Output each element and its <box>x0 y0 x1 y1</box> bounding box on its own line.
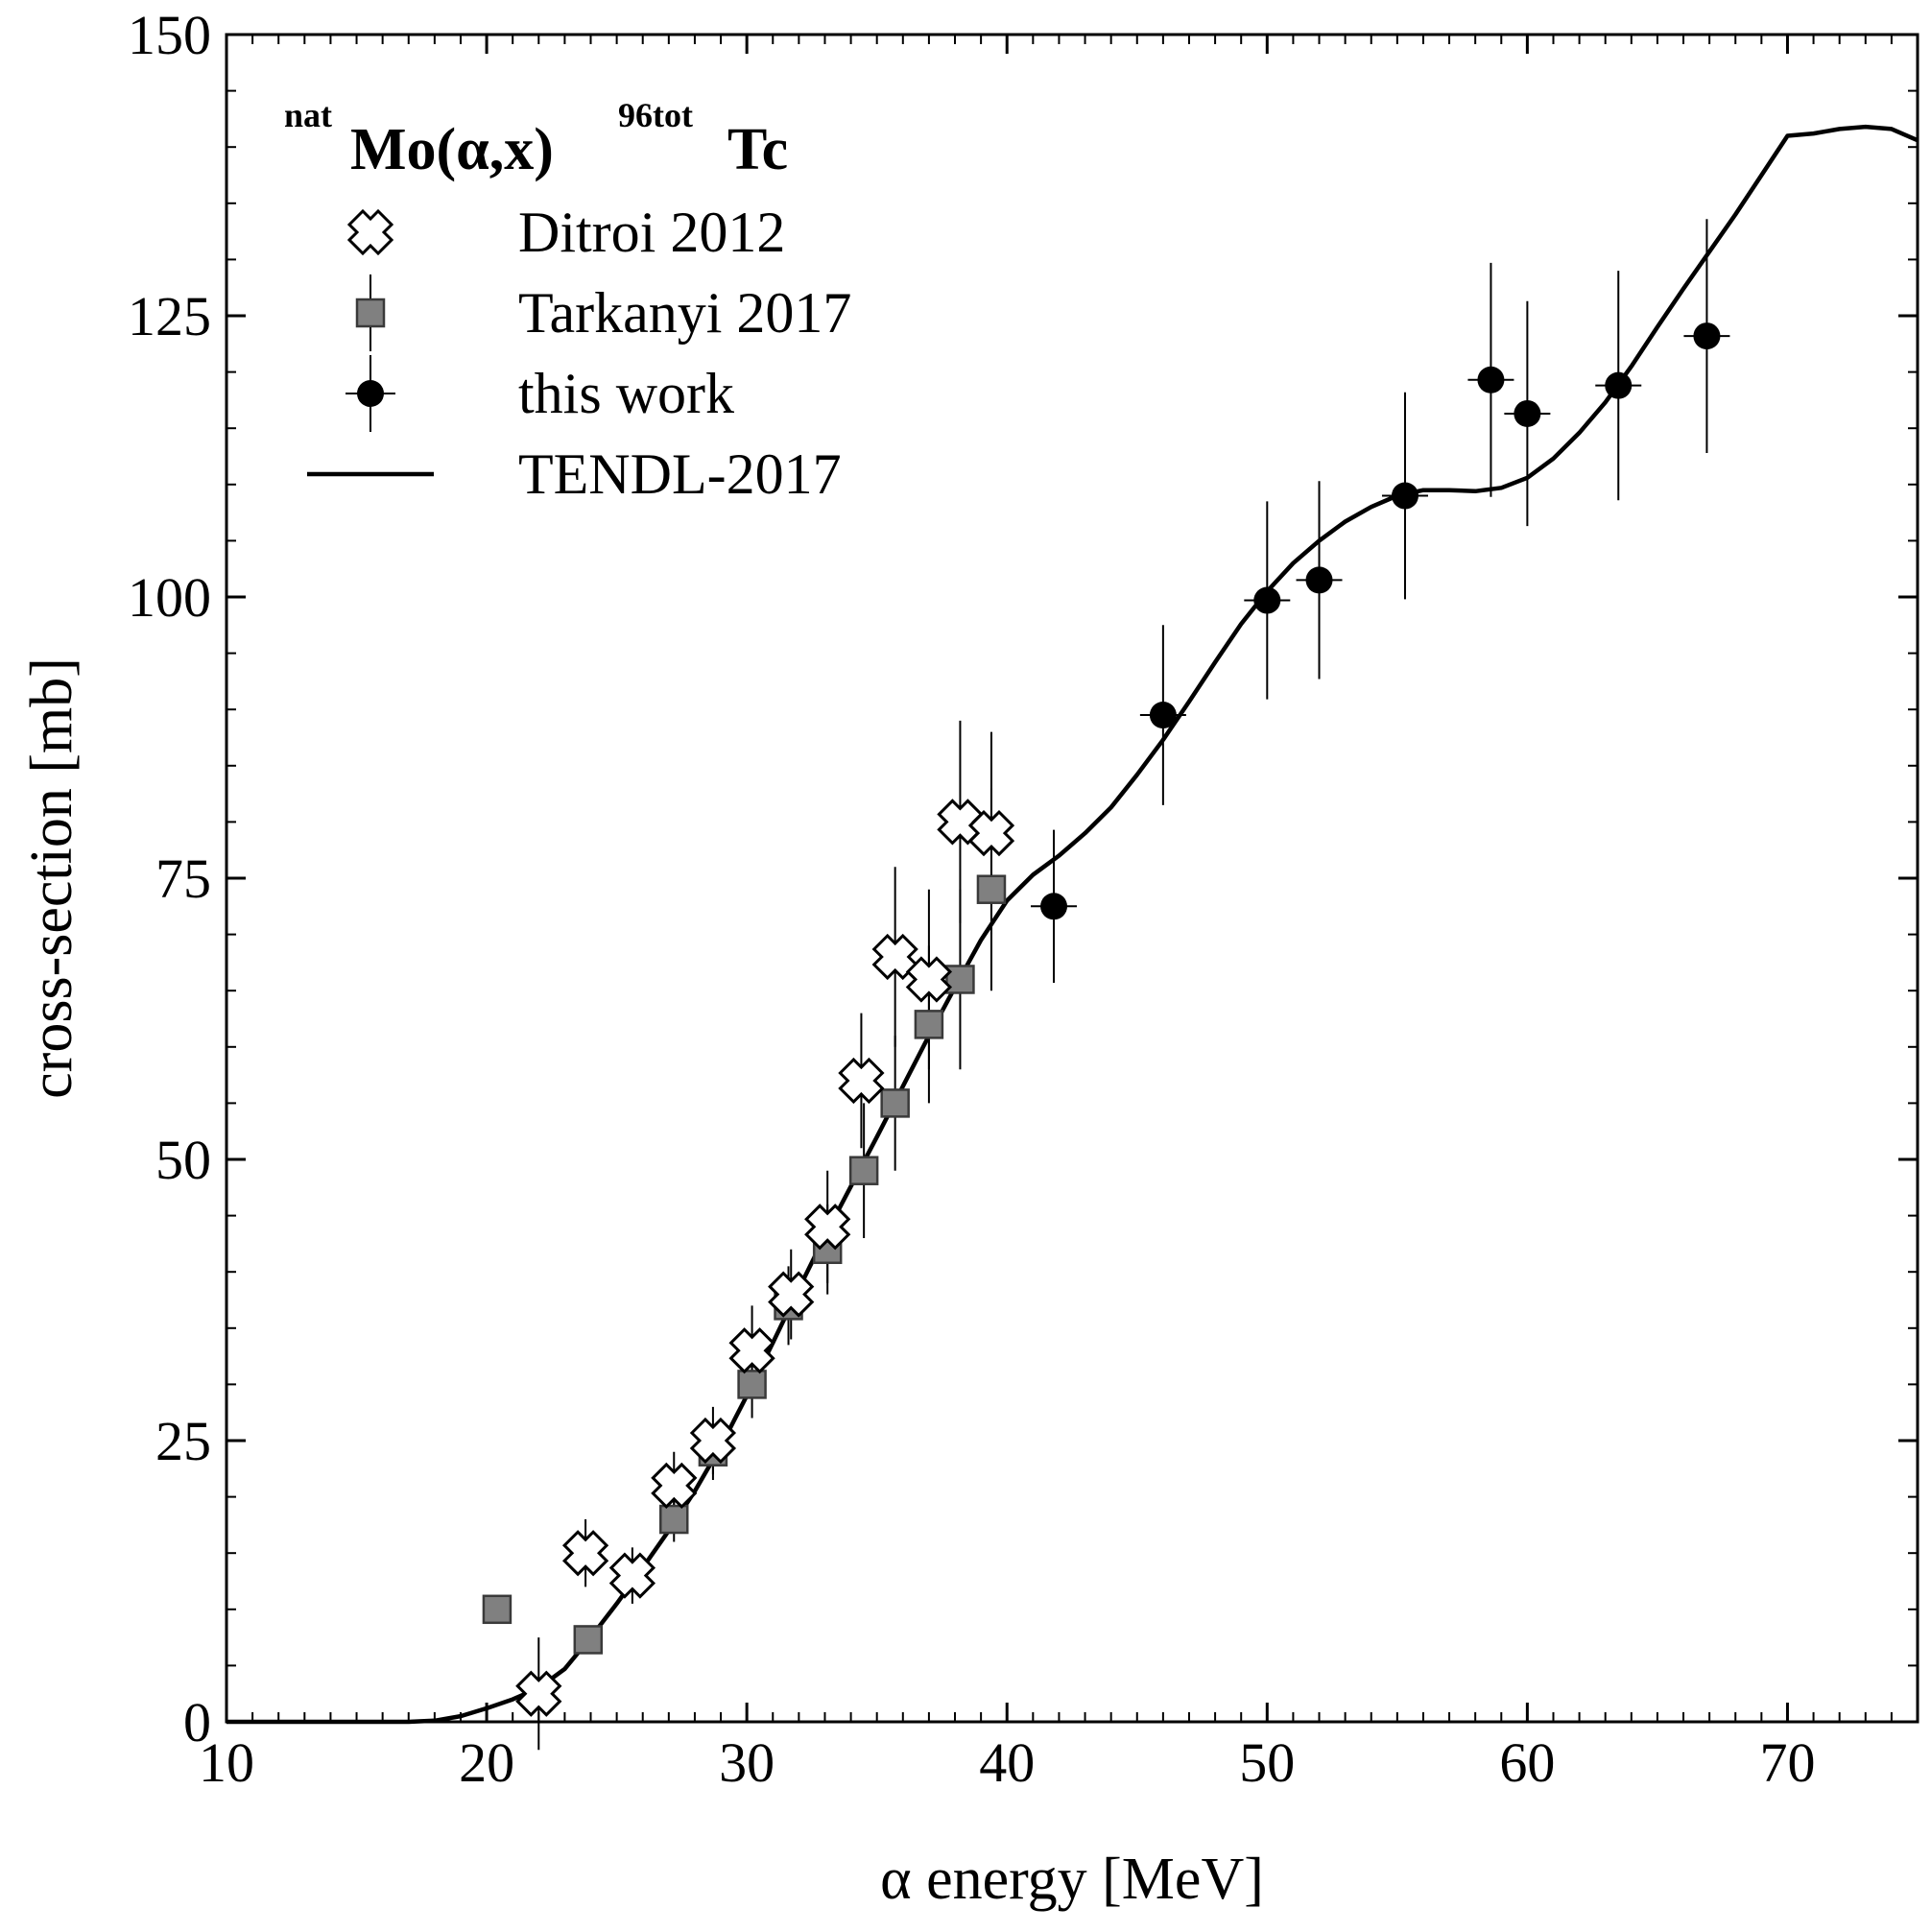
title-sup-nat: nat <box>284 96 332 134</box>
gray-square-point <box>573 1625 604 1655</box>
white-cross-point <box>689 1417 737 1465</box>
legend-label: TENDL-2017 <box>518 442 842 506</box>
white-cross-point <box>515 1670 562 1717</box>
legend-label: Ditroi 2012 <box>518 201 785 264</box>
legend-black-circle-symbol <box>357 380 384 407</box>
white-cross-point <box>905 956 953 1003</box>
tick-labels: 10 20 30 40 50 60 70 0 25 50 75 100 125 150 <box>128 4 1815 1794</box>
white-cross-point <box>728 1327 775 1374</box>
gray-square-point <box>848 1156 879 1185</box>
white-cross-point <box>651 1462 698 1510</box>
tendl-2017-line <box>226 124 1919 1725</box>
gray-square-point <box>945 965 975 994</box>
chart-title: nat Mo(α,x) 96tot Tc <box>284 96 788 182</box>
y-tick-label: 25 <box>155 1410 211 1472</box>
black-circle-point <box>1693 322 1721 350</box>
gray-square-point <box>737 1370 767 1399</box>
black-circle-point <box>1391 482 1418 510</box>
title-target: Mo(α,x) <box>350 117 554 182</box>
y-tick-label: 150 <box>128 4 211 66</box>
x-tick-label: 50 <box>1239 1731 1295 1794</box>
x-axis-label: α energy [MeV] <box>880 1847 1264 1912</box>
major-ticks <box>225 33 1918 1724</box>
y-tick-label: 50 <box>155 1129 211 1191</box>
y-tick-label: 100 <box>128 566 211 629</box>
legend-label: this work <box>518 362 734 425</box>
black-circle-point <box>1605 371 1633 399</box>
y-axis-label: cross-section [mb] <box>19 657 84 1099</box>
y-tick-label: 125 <box>128 285 211 347</box>
white-cross-point <box>804 1204 851 1251</box>
title-product: Tc <box>727 117 788 182</box>
minor-ticks <box>226 35 1919 1722</box>
title-sup-96tot: 96tot <box>618 96 693 134</box>
black-circle-point <box>1305 566 1333 594</box>
white-cross-point <box>838 1057 885 1105</box>
legend: Ditroi 2012 Tarkanyi 2017 this work TENDL-2… <box>307 201 851 506</box>
gray-square-point <box>659 1504 689 1535</box>
gray-square-point <box>482 1594 513 1625</box>
legend-white-cross-symbol <box>346 208 394 256</box>
x-tick-label: 60 <box>1499 1731 1555 1794</box>
gray-square-point <box>880 1088 910 1118</box>
black-circle-point <box>1149 702 1177 729</box>
black-circle-point <box>1253 586 1281 614</box>
gray-square-point <box>976 874 1007 904</box>
plot-frame <box>225 33 1919 1724</box>
x-tick-label: 10 <box>199 1731 254 1794</box>
gray-square-point <box>914 1010 944 1039</box>
series-layer <box>226 124 1919 1751</box>
black-circle-point <box>1514 399 1541 427</box>
y-tick-label: 0 <box>183 1691 211 1753</box>
black-circle-point <box>1040 893 1068 920</box>
white-cross-point <box>608 1552 656 1599</box>
x-tick-label: 40 <box>979 1731 1035 1794</box>
black-circle-point <box>1477 366 1505 394</box>
x-tick-label: 70 <box>1759 1731 1815 1794</box>
legend-gray-square-symbol <box>355 298 386 328</box>
x-tick-label: 30 <box>719 1731 775 1794</box>
legend-label: Tarkanyi 2017 <box>518 281 851 345</box>
white-cross-point <box>768 1271 815 1318</box>
white-cross-point <box>561 1530 609 1577</box>
white-cross-point <box>967 809 1015 857</box>
y-tick-label: 75 <box>155 847 211 910</box>
x-tick-label: 20 <box>459 1731 514 1794</box>
